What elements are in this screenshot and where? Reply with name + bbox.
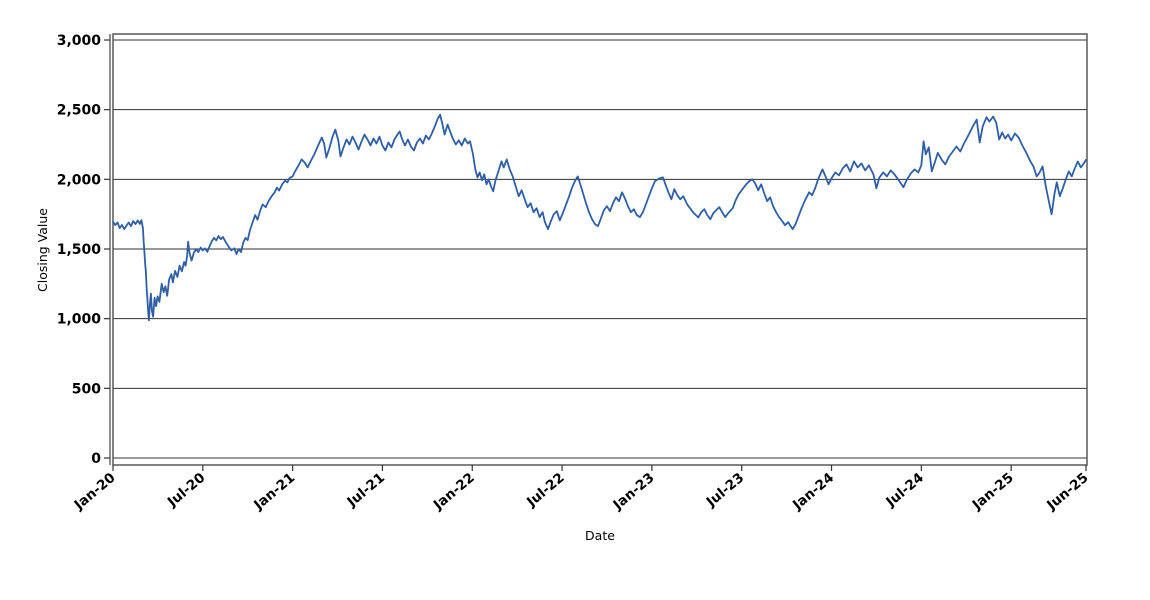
x-tick-label: Jul-20 [164, 470, 208, 511]
closing-value-line [112, 113, 1087, 322]
tick-labels: 0 500 1,000 1,500 2,000 2,500 3,000 Jan-20 Jul-2… [57, 33, 1092, 514]
x-axis-title: Date [585, 528, 615, 543]
gridlines [113, 39, 1087, 459]
x-tick-label: Jan-24 [789, 470, 837, 514]
x-tick-label: Jan-20 [71, 470, 119, 514]
x-tick-label: Jan-21 [250, 470, 298, 514]
x-tick-label: Jul-22 [523, 470, 567, 511]
x-tick-label: Jan-23 [610, 470, 658, 514]
x-tick-label: Jul-21 [344, 470, 388, 511]
data-series [112, 113, 1087, 322]
axes [104, 33, 1088, 471]
y-tick-label: 0 [91, 451, 101, 467]
y-tick-label: 500 [72, 381, 101, 397]
y-tick-label: 1,000 [57, 312, 102, 328]
x-tick-label: Jan-25 [969, 470, 1017, 514]
plot-frame [112, 33, 1088, 466]
y-tick-label: 1,500 [57, 242, 102, 258]
x-tick-label: Jul-23 [703, 470, 747, 511]
x-tick-label: Jun-25 [1043, 470, 1091, 514]
x-tick-label: Jan-22 [430, 470, 478, 514]
x-tick-label: Jul-24 [882, 470, 926, 511]
y-tick-label: 3,000 [57, 33, 102, 49]
y-tick-label: 2,500 [57, 103, 102, 119]
y-tick-label: 2,000 [57, 172, 102, 188]
y-axis-title: Closing Value [35, 208, 50, 292]
